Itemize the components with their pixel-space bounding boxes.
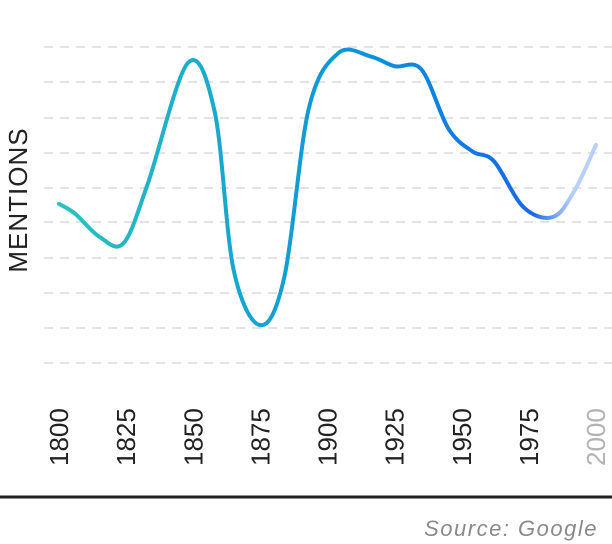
- source-note: Source: Google: [424, 516, 598, 541]
- x-tick-label: 1875: [245, 408, 275, 466]
- y-axis-label: MENTIONS: [3, 127, 33, 272]
- x-tick-label: 2000: [581, 408, 611, 466]
- x-axis-ticks: 1800 1825 1850 1875 1900 1925 1950 1975 2000: [44, 408, 611, 466]
- x-tick-label: 1900: [313, 408, 343, 466]
- series-line: [57, 47, 598, 328]
- x-tick-label: 1975: [514, 408, 544, 466]
- x-tick-label: 1800: [44, 408, 74, 466]
- gridlines: [44, 46, 612, 364]
- x-tick-label: 1825: [111, 408, 141, 466]
- x-tick-label: 1850: [178, 408, 208, 466]
- x-tick-label: 1925: [380, 408, 410, 466]
- x-tick-label: 1950: [447, 408, 477, 466]
